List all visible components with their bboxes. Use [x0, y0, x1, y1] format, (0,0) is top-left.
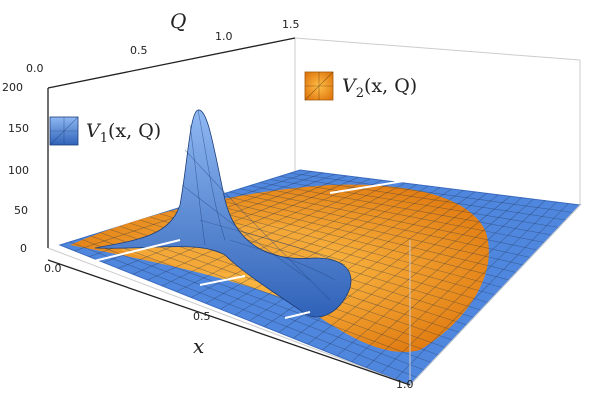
mesh-line-q [199, 200, 510, 281]
mesh-line-x [205, 184, 417, 304]
surface-v1 [94, 109, 352, 318]
z-axis-ticks: 0 50 100 150 200 [2, 81, 29, 255]
mesh-line-q [289, 172, 573, 213]
q-tick-1-0: 1.0 [215, 30, 233, 43]
mesh-line-x [366, 200, 546, 368]
z-tick-200: 200 [2, 81, 23, 94]
mesh-line-q [79, 238, 425, 371]
q-axis-ticks: 0.0 0.5 1.0 1.5 [26, 18, 300, 75]
legend-v1-label: V1(x, Q) [86, 120, 161, 146]
legend-v2-label: V2(x, Q) [342, 75, 417, 101]
x-axis-line [47, 259, 411, 386]
mesh-line-x [322, 196, 511, 351]
z-tick-100: 100 [8, 164, 29, 177]
mesh-line-x [234, 187, 441, 316]
mesh-line-x [132, 177, 359, 275]
mesh-line-q [209, 197, 517, 273]
z-tick-50: 50 [14, 204, 28, 217]
mesh-line-x [176, 181, 394, 292]
q-axis-line [47, 37, 296, 89]
mesh-line-q [239, 188, 538, 251]
mesh-line-q [69, 241, 418, 378]
legend-v2: V2(x, Q) [304, 71, 417, 101]
bounding-box-front [47, 204, 581, 386]
mesh-line-q [269, 179, 559, 228]
mesh-line-x [161, 179, 382, 287]
x-tick-0-5: 0.5 [193, 310, 211, 323]
x-axis-label: x [193, 334, 204, 358]
mesh-line-x [191, 182, 406, 298]
axes [47, 37, 411, 386]
mesh-line-x [307, 194, 499, 345]
x-tick-1-0: 1.0 [396, 378, 414, 391]
mesh-line-x [220, 185, 429, 310]
q-tick-1-5: 1.5 [282, 18, 300, 31]
q-tick-0: 0.0 [26, 62, 44, 75]
mesh-line-q [259, 182, 552, 236]
mesh-line-q [189, 204, 503, 288]
z-tick-150: 150 [8, 122, 29, 135]
intersection-lines [89, 179, 411, 319]
mesh-line-q [229, 191, 531, 258]
x-tick-0-0: 0.0 [44, 262, 62, 275]
mesh-line-x [336, 197, 522, 357]
mesh-line-q [249, 185, 545, 243]
mesh-line-x [395, 203, 569, 380]
mesh-line-q [279, 175, 566, 221]
q-tick-0-5: 0.5 [130, 44, 148, 57]
mesh-line-q [219, 194, 524, 266]
x-axis-ticks: 0.0 0.5 1.0 [44, 262, 414, 391]
q-axis-label: Q [170, 9, 186, 33]
legend-v1: V1(x, Q) [49, 116, 161, 146]
mesh-line-x [351, 198, 534, 362]
mesh-line-q [99, 232, 439, 356]
z-tick-0: 0 [20, 242, 27, 255]
mesh-line-x [147, 178, 371, 281]
mesh-line-q [89, 235, 432, 363]
